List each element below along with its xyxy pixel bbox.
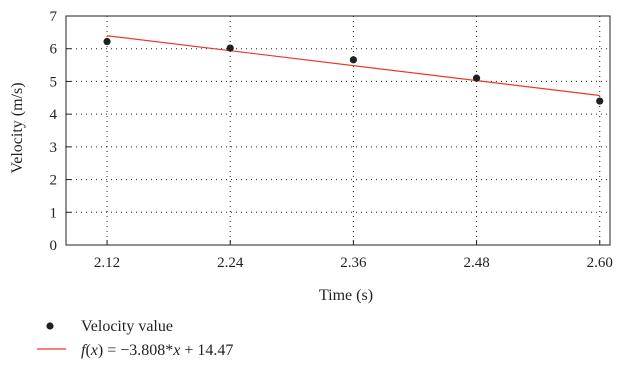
y-tick-label: 2 xyxy=(50,173,58,189)
y-tick-label: 0 xyxy=(50,238,58,254)
y-tick-labels: 0 1 2 3 4 5 6 7 xyxy=(50,9,58,254)
legend-fit-x1: x xyxy=(90,342,98,359)
fit-line-layer xyxy=(106,35,600,97)
legend: Velocity value f(x) = −3.808*x + 14.47 xyxy=(37,318,233,359)
data-points xyxy=(103,37,604,105)
data-point xyxy=(349,56,357,64)
grid-lines xyxy=(66,16,610,245)
data-point xyxy=(103,37,111,46)
y-axis-label: Velocity (m/s) xyxy=(9,82,26,173)
x-tick-label: 2.48 xyxy=(463,255,489,271)
legend-label-velocity: Velocity value xyxy=(81,318,173,335)
y-tick-label: 5 xyxy=(50,74,58,90)
y-tick-label: 4 xyxy=(50,107,58,123)
x-axis-label: Time (s) xyxy=(319,287,373,304)
plot-frame xyxy=(65,15,611,246)
y-tick-label: 6 xyxy=(50,42,58,58)
legend-marker-velocity xyxy=(46,322,54,330)
x-tick-label: 2.12 xyxy=(94,255,120,271)
data-point xyxy=(596,97,604,105)
legend-label-fit: f(x) = −3.808*x + 14.47 xyxy=(81,342,233,359)
x-tick-label: 2.36 xyxy=(340,255,367,271)
legend-fit-mid: ) = −3.808* xyxy=(98,342,173,359)
x-tick-label: 2.24 xyxy=(217,255,244,271)
axis-ticks xyxy=(66,15,601,246)
fit-line xyxy=(106,35,600,97)
y-tick-label: 1 xyxy=(50,205,58,221)
legend-fit-open: ( xyxy=(85,342,90,359)
legend-fit-f: f xyxy=(81,342,88,359)
y-tick-label: 3 xyxy=(50,140,58,156)
x-tick-label: 2.60 xyxy=(587,255,613,271)
y-tick-label: 7 xyxy=(50,9,58,25)
legend-fit-x2: x xyxy=(172,342,180,359)
x-tick-labels: 2.12 2.24 2.36 2.48 2.60 xyxy=(94,255,613,271)
data-point xyxy=(226,44,234,52)
data-point xyxy=(472,74,481,82)
legend-fit-tail: + 14.47 xyxy=(180,342,233,359)
